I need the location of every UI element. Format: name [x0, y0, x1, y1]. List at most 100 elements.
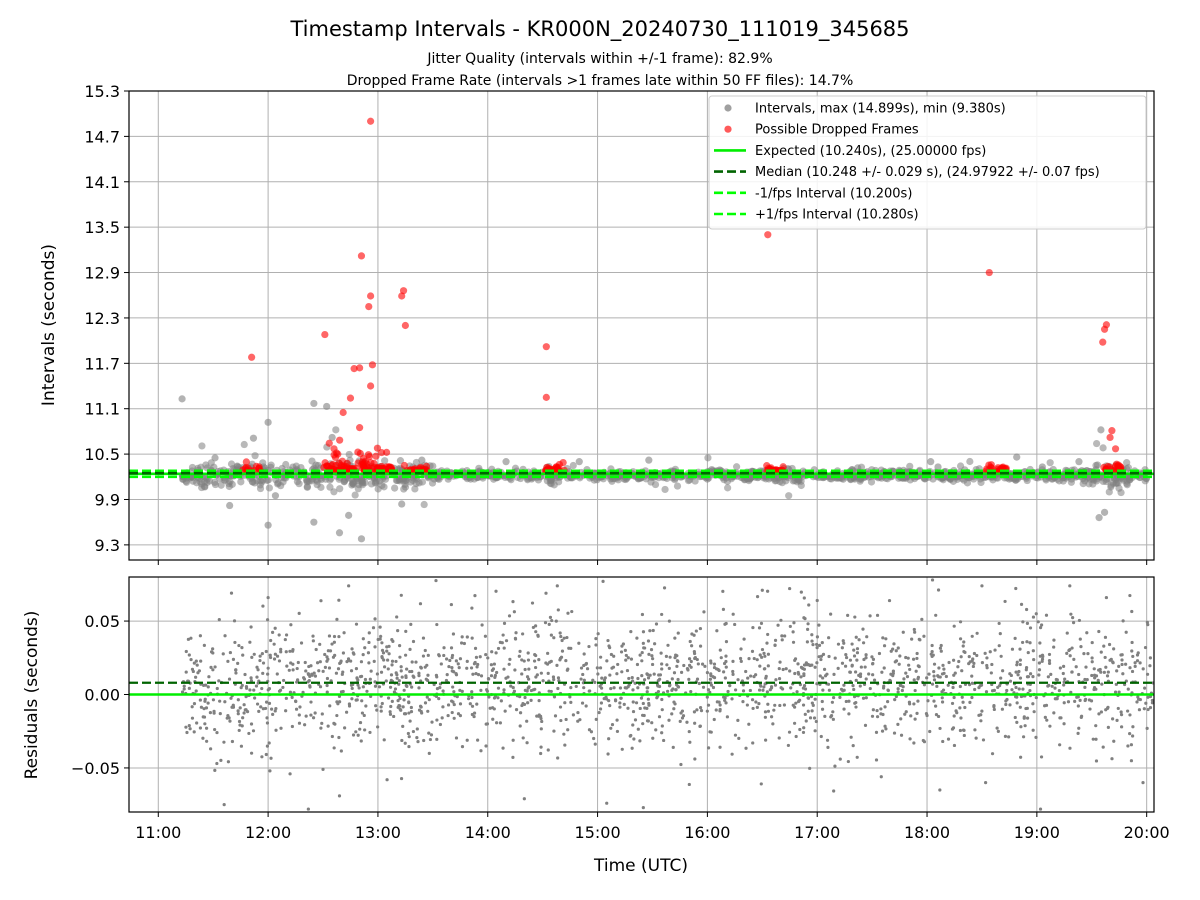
residual-point — [354, 730, 358, 734]
residual-point — [187, 686, 191, 690]
residual-point — [810, 709, 814, 713]
residual-point — [958, 684, 962, 689]
residual-point — [629, 630, 633, 634]
residual-point — [1032, 657, 1036, 662]
residual-point — [819, 654, 824, 658]
residual-point — [1085, 631, 1089, 635]
residual-point — [539, 716, 543, 721]
residual-point — [608, 673, 612, 677]
residual-point — [368, 677, 372, 681]
residual-point — [904, 655, 908, 660]
residual-point — [668, 655, 672, 659]
residual-point — [718, 709, 722, 713]
residual-point — [465, 659, 469, 663]
residual-point — [936, 714, 941, 719]
residual-point — [526, 686, 530, 690]
residual-point — [526, 658, 531, 662]
residual-point — [739, 647, 743, 651]
residual-point — [1000, 707, 1004, 711]
residual-point — [641, 722, 645, 726]
residual-point — [1117, 664, 1121, 668]
residual-point — [892, 731, 897, 735]
residual-point — [261, 604, 265, 608]
residual-point — [1010, 647, 1015, 651]
residual-point — [650, 721, 654, 725]
residual-point — [1077, 618, 1082, 623]
residual-point — [386, 667, 390, 671]
residual-point — [881, 686, 886, 690]
residual-point — [423, 648, 427, 653]
residual-point — [660, 724, 664, 728]
residual-point — [349, 659, 353, 663]
residual-point — [871, 708, 875, 712]
residual-point — [733, 688, 738, 692]
residual-point — [780, 638, 784, 642]
residual-point — [592, 736, 596, 741]
residual-point — [346, 657, 351, 661]
residual-point — [306, 672, 310, 676]
interval-point — [608, 477, 616, 485]
residual-point — [748, 688, 752, 693]
residual-point — [390, 699, 394, 703]
residual-point — [698, 626, 703, 631]
residual-point — [213, 727, 217, 732]
residual-point — [821, 676, 825, 680]
residual-point — [460, 689, 464, 693]
residual-point — [539, 727, 543, 731]
residual-point — [602, 697, 606, 701]
residual-point — [327, 634, 332, 638]
dropped-frame-point — [372, 452, 380, 460]
residual-point — [962, 640, 966, 644]
residual-point — [552, 677, 556, 682]
residual-point — [249, 676, 253, 680]
residual-point — [970, 695, 974, 700]
residual-point — [313, 674, 318, 678]
y-tick-label: 11.1 — [84, 400, 120, 419]
residual-point — [1008, 703, 1012, 707]
residual-point — [1036, 620, 1040, 624]
dropped-frame-point — [339, 408, 347, 417]
residual-point — [956, 665, 960, 669]
residual-point — [203, 697, 207, 701]
residual-point — [917, 637, 921, 641]
residual-point — [731, 612, 735, 616]
intervals-axes-frame — [128, 90, 1155, 561]
residual-point — [855, 755, 859, 759]
residual-point — [304, 714, 308, 718]
residual-point — [813, 665, 817, 669]
residual-point — [854, 678, 858, 682]
residual-point — [937, 675, 941, 679]
residual-point — [874, 758, 879, 762]
residual-point — [438, 685, 442, 690]
residual-point — [534, 653, 538, 658]
residual-point — [961, 700, 965, 704]
residual-point — [1073, 699, 1077, 703]
dropped-frame-point — [337, 463, 346, 471]
x-tick-label: 14:00 — [465, 823, 511, 842]
residual-point — [318, 642, 322, 646]
residual-point — [716, 667, 720, 672]
residual-point — [268, 653, 272, 657]
residual-point — [665, 663, 669, 667]
interval-point — [345, 450, 353, 459]
residual-point — [523, 695, 527, 700]
residual-point — [815, 661, 819, 665]
residual-point — [1130, 649, 1134, 653]
residual-point — [555, 584, 559, 588]
residual-point — [674, 683, 679, 687]
residual-point — [795, 690, 799, 694]
residual-point — [646, 719, 650, 723]
residual-point — [1019, 602, 1024, 606]
residual-point — [641, 713, 645, 717]
residual-point — [260, 755, 264, 759]
residual-point — [227, 716, 231, 720]
residual-point — [537, 699, 541, 703]
residual-point — [1048, 724, 1052, 728]
residual-point — [825, 738, 830, 742]
residual-point — [339, 749, 343, 753]
residual-point — [404, 653, 408, 657]
residual-point — [406, 731, 410, 736]
residual-point — [530, 601, 535, 605]
residual-point — [522, 797, 526, 801]
residual-point — [715, 629, 719, 633]
